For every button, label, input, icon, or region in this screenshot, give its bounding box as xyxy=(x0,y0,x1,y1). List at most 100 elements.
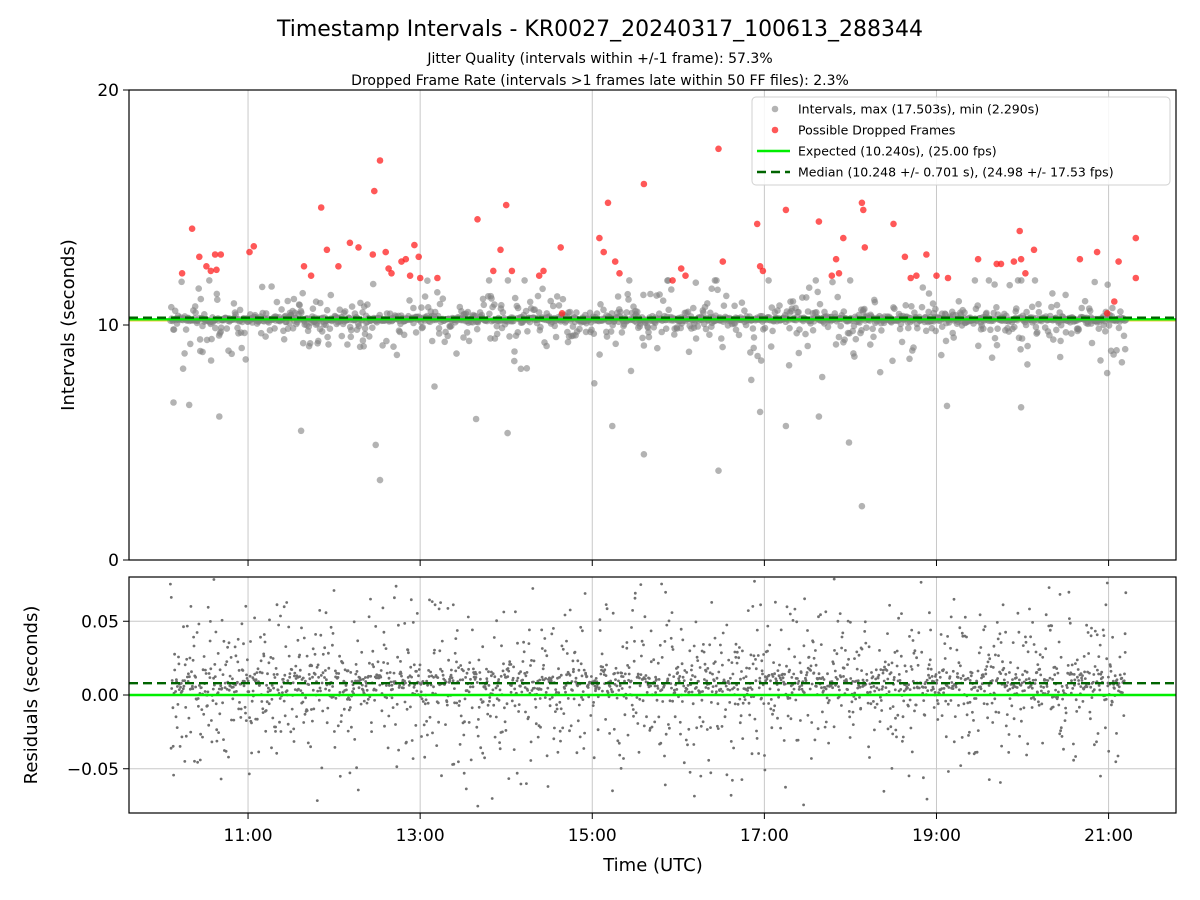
residual-point xyxy=(692,644,696,648)
intervals-y-tick-label: 20 xyxy=(97,81,119,101)
residual-point xyxy=(524,674,528,678)
residual-point xyxy=(663,783,667,787)
residual-point xyxy=(979,687,983,691)
residual-point xyxy=(1044,647,1048,651)
residual-point xyxy=(1070,679,1073,682)
residual-point xyxy=(354,679,357,683)
residual-point xyxy=(1001,660,1004,664)
dropped-frame-point xyxy=(1010,258,1018,265)
residual-point xyxy=(437,607,441,611)
residual-point xyxy=(1082,655,1086,658)
interval-point xyxy=(812,277,820,284)
residual-point xyxy=(811,640,815,644)
residual-point xyxy=(369,597,372,601)
interval-point xyxy=(347,333,355,341)
residual-point xyxy=(608,685,612,688)
residual-point xyxy=(1074,698,1078,702)
interval-point xyxy=(776,302,783,309)
residual-point xyxy=(982,628,986,632)
residual-point xyxy=(928,658,932,662)
residual-point xyxy=(1088,671,1091,675)
residual-point xyxy=(371,663,374,666)
residual-point xyxy=(568,673,572,677)
dropped-frame-point xyxy=(1132,234,1140,242)
residual-point xyxy=(693,675,697,679)
residual-point xyxy=(994,653,997,657)
interval-point xyxy=(323,306,331,314)
residual-point xyxy=(1045,685,1049,688)
interval-point xyxy=(1017,346,1024,353)
residual-point xyxy=(1015,686,1019,689)
residual-point xyxy=(1086,631,1090,634)
residual-point xyxy=(216,652,220,655)
residual-point xyxy=(767,673,771,677)
residual-point xyxy=(1054,688,1057,692)
residual-point xyxy=(341,661,345,665)
residual-point xyxy=(996,677,999,680)
interval-point xyxy=(824,323,832,331)
residual-point xyxy=(382,630,386,634)
residual-point xyxy=(927,663,931,667)
residual-point xyxy=(565,652,569,655)
residual-point xyxy=(777,674,781,678)
residual-point xyxy=(737,656,741,660)
residual-point xyxy=(411,621,415,624)
residual-point xyxy=(397,623,400,627)
residual-point xyxy=(929,667,933,671)
residual-point xyxy=(979,646,983,649)
residual-point xyxy=(369,674,373,678)
residual-point xyxy=(703,678,706,681)
interval-point xyxy=(369,324,376,332)
interval-point xyxy=(1024,342,1031,350)
residual-point xyxy=(871,675,875,679)
interval-point xyxy=(317,299,324,307)
residual-point xyxy=(187,716,191,720)
residual-point xyxy=(589,714,593,717)
residual-point xyxy=(298,653,301,657)
residual-point xyxy=(696,659,700,662)
residual-point xyxy=(734,655,738,659)
residual-point xyxy=(288,675,292,679)
residual-point xyxy=(538,697,542,700)
residual-point xyxy=(777,695,780,699)
interval-point xyxy=(1120,332,1128,340)
residual-point xyxy=(553,726,556,730)
interval-point xyxy=(479,295,487,303)
residual-point xyxy=(174,715,178,719)
interval-point xyxy=(786,324,793,332)
residual-point xyxy=(178,745,182,748)
interval-point xyxy=(400,331,408,339)
residual-point xyxy=(417,668,421,671)
residual-point xyxy=(505,702,509,706)
x-tick-label: 17:00 xyxy=(740,826,789,846)
interval-point xyxy=(861,305,868,313)
residual-point xyxy=(670,645,674,649)
interval-point xyxy=(1113,347,1120,354)
residual-point xyxy=(371,649,375,653)
residual-point xyxy=(649,684,652,688)
residual-point xyxy=(731,778,734,782)
residual-point xyxy=(698,666,702,669)
residual-point xyxy=(474,672,478,676)
residual-point xyxy=(1011,678,1014,681)
residual-point xyxy=(309,745,312,749)
interval-point xyxy=(523,365,531,372)
residual-point xyxy=(461,678,465,682)
residual-point xyxy=(346,669,350,673)
residual-point xyxy=(948,675,952,678)
interval-point xyxy=(796,326,803,333)
residual-point xyxy=(1006,681,1010,684)
residual-point xyxy=(687,690,691,694)
residual-point xyxy=(756,654,760,657)
residual-point xyxy=(544,691,548,694)
residual-point xyxy=(472,667,475,671)
residual-point xyxy=(675,688,679,691)
interval-point xyxy=(514,329,522,336)
dropped-frame-point xyxy=(300,263,308,270)
residual-point xyxy=(282,699,286,703)
interval-point xyxy=(713,277,720,284)
residual-point xyxy=(231,697,235,701)
interval-point xyxy=(299,339,307,347)
residual-point xyxy=(457,760,460,764)
residual-point xyxy=(349,706,352,709)
